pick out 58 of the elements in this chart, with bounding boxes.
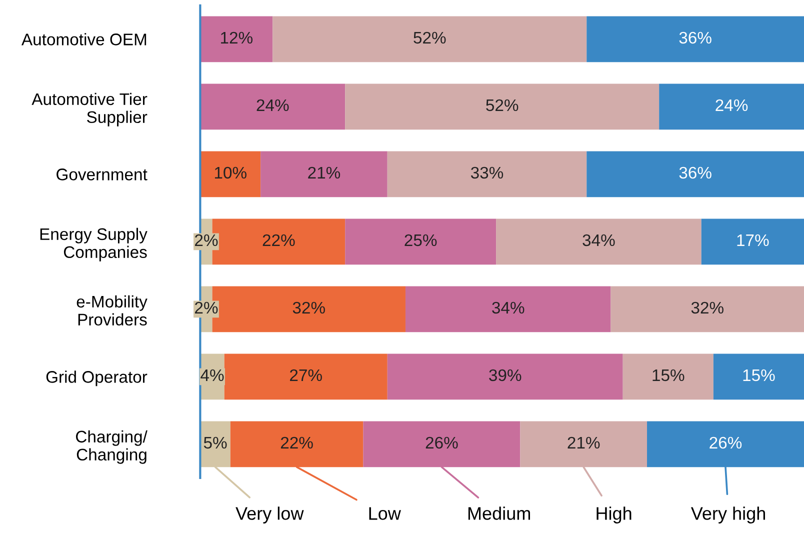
bar: [713, 354, 804, 400]
bar: [200, 84, 346, 130]
data-label: 32%: [292, 302, 325, 314]
data-label: 26%: [426, 436, 458, 449]
legend-label: Very high: [690, 506, 765, 524]
data-label: 22%: [280, 436, 313, 449]
data-label: 17%: [737, 234, 769, 246]
data-label: 21%: [568, 436, 600, 449]
bar: [659, 84, 804, 130]
data-label: 27%: [290, 369, 322, 382]
data-label: 22%: [262, 234, 295, 246]
y-tick-label: Energy Supply Companies: [40, 228, 148, 262]
bar: [622, 354, 714, 400]
data-label: 26%: [710, 436, 742, 449]
bar: [260, 151, 388, 198]
data-label: 5%: [204, 436, 227, 449]
y-tick-label: Automotive Tier Supplier: [32, 92, 148, 126]
bar: [405, 286, 611, 332]
data-label: 34%: [492, 302, 524, 314]
y-tick-label: Automotive OEM: [21, 33, 146, 46]
bar: [610, 286, 804, 332]
data-label: 2%: [195, 302, 218, 314]
data-label: 15%: [743, 369, 775, 382]
data-label: 33%: [470, 166, 504, 179]
data-label: 52%: [486, 99, 518, 112]
data-label: 12%: [221, 32, 253, 44]
data-label: 52%: [414, 32, 446, 44]
legend-label: High: [596, 506, 632, 524]
text: Low: [369, 507, 401, 520]
data-label: 21%: [308, 166, 340, 179]
data-label: 39%: [489, 369, 522, 382]
bar: [387, 151, 587, 198]
bar: [272, 16, 587, 62]
bar: [224, 354, 388, 400]
y-tick-label: Grid Operator: [46, 370, 148, 386]
data-label: 4%: [200, 369, 224, 382]
data-label: 25%: [404, 234, 437, 246]
bar: [387, 354, 623, 400]
y-tick-label: Government: [56, 168, 148, 180]
bar: [345, 218, 496, 265]
bar: [701, 218, 804, 265]
data-label: 2%: [195, 234, 218, 246]
bar: [586, 16, 804, 62]
legend-label: Very low: [236, 506, 304, 524]
data-label: 24%: [716, 99, 748, 112]
bar: [496, 218, 702, 265]
bar: [586, 151, 804, 198]
data-label: 32%: [691, 302, 724, 314]
bar: [345, 84, 660, 130]
data-label: 36%: [679, 32, 712, 44]
legend-label: Medium: [468, 506, 530, 520]
data-label: 15%: [652, 369, 684, 382]
y-tick-label: Charging/ Changing: [76, 430, 148, 464]
data-label: 10%: [214, 166, 246, 179]
data-label: 34%: [582, 234, 615, 246]
data-label: 24%: [256, 99, 289, 112]
y-tick-label: e-Mobility Providers: [76, 295, 148, 326]
data-label: 36%: [679, 166, 712, 179]
